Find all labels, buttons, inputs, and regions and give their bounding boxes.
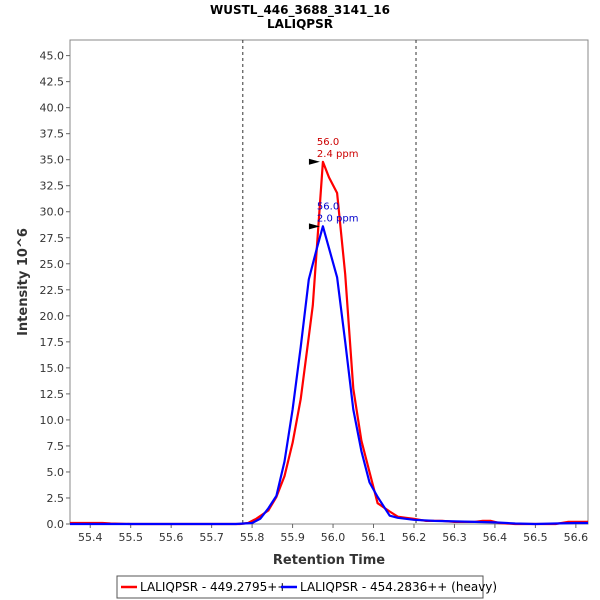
peak-marker-arrow	[308, 223, 320, 230]
y-axis-label: Intensity 10^6	[16, 228, 31, 336]
x-tick-label: 56.4	[483, 531, 508, 544]
legend-box	[116, 575, 484, 599]
x-tick-label: 56.3	[442, 531, 467, 544]
plot-area	[69, 39, 589, 525]
y-tick-label: 5.0	[47, 466, 65, 479]
y-tick-label: 7.5	[47, 440, 65, 453]
x-tick-label: 56.1	[361, 531, 386, 544]
y-tick-label: 45.0	[40, 50, 65, 63]
y-axis: 0.0 2.5 5.0 7.5 10.0 12.5 15.0 17.5 20.0 22.5 25.0…	[40, 50, 70, 531]
x-axis: 55.4 55.5 55.6 55.7 55.8 55.9 56.0 56.1 56.2 56.3…	[78, 524, 588, 544]
y-tick-label: 40.0	[40, 102, 65, 115]
peak-annotation-time: 56.0	[317, 201, 339, 212]
x-axis-label: Retention Time	[273, 553, 385, 568]
chart-subtitle: LALIQPSR	[267, 17, 333, 31]
peak-annotation-ppm: 2.0 ppm	[317, 213, 359, 224]
y-tick-label: 10.0	[40, 414, 65, 427]
y-tick-label: 37.5	[40, 128, 65, 141]
x-tick-label: 56.2	[402, 531, 427, 544]
legend-label-heavy: LALIQPSR - 454.2836++ (heavy)	[300, 580, 497, 594]
y-tick-label: 25.0	[40, 258, 65, 271]
legend-label-light: LALIQPSR - 449.2795++	[140, 580, 287, 594]
x-tick-label: 55.7	[199, 531, 224, 544]
plot-frame	[69, 39, 589, 525]
y-tick-label: 20.0	[40, 310, 65, 323]
series-line-heavy	[70, 225, 588, 526]
legend: LALIQPSR - 449.2795++ LALIQPSR - 454.283…	[116, 575, 497, 599]
y-tick-label: 12.5	[40, 388, 65, 401]
x-tick-label: 55.4	[78, 531, 103, 544]
x-tick-label: 56.0	[321, 531, 346, 544]
y-tick-label: 17.5	[40, 336, 65, 349]
x-tick-label: 56.6	[564, 531, 589, 544]
y-tick-label: 22.5	[40, 284, 65, 297]
y-tick-label: 27.5	[40, 232, 65, 245]
x-tick-label: 55.8	[240, 531, 265, 544]
y-tick-label: 35.0	[40, 154, 65, 167]
y-tick-label: 30.0	[40, 206, 65, 219]
chart-title: WUSTL_446_3688_3141_16	[210, 3, 390, 18]
y-tick-label: 32.5	[40, 180, 65, 193]
x-tick-label: 55.9	[280, 531, 305, 544]
peak-annotation-ppm: 2.4 ppm	[317, 149, 359, 160]
y-tick-label: 2.5	[47, 492, 65, 505]
y-tick-label: 15.0	[40, 362, 65, 375]
peak-annotation-time: 56.0	[317, 137, 339, 148]
y-tick-label: 0.0	[47, 518, 65, 531]
peak-boundaries	[242, 40, 417, 524]
y-tick-label: 42.5	[40, 76, 65, 89]
x-tick-label: 56.5	[523, 531, 548, 544]
peak-marker-arrow	[308, 158, 320, 165]
x-tick-label: 55.5	[118, 531, 143, 544]
series-lines	[70, 160, 588, 526]
x-tick-label: 55.6	[159, 531, 184, 544]
